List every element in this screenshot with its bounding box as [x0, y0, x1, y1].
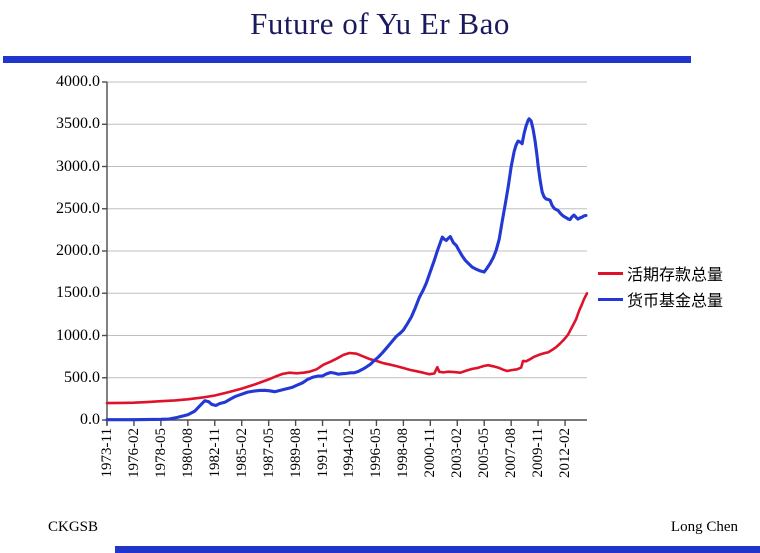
y-axis-label: 500.0 [64, 368, 100, 386]
x-axis-label: 2012-02 [557, 428, 574, 478]
footer-author: Long Chen [670, 519, 738, 535]
chart-legend: 活期存款总量 货币基金总量 [598, 260, 723, 312]
legend-label: 货币基金总量 [627, 293, 724, 310]
x-axis-label: 1987-05 [260, 428, 277, 478]
legend-line-icon [598, 297, 623, 301]
y-axis-label: 2000.0 [56, 242, 100, 259]
series-line-1 [105, 117, 588, 422]
x-axis-label: 1985-02 [233, 428, 250, 478]
x-axis-label: 1989-08 [287, 428, 304, 478]
x-axis-label: 2005-05 [476, 428, 493, 478]
title-rule [3, 56, 691, 63]
x-axis-label: 2007-08 [503, 428, 520, 478]
x-axis-label: 1998-08 [395, 428, 412, 478]
legend-label: 活期存款总量 [627, 267, 724, 284]
x-axis-label: 2009-11 [530, 428, 547, 478]
series-line-0 [105, 291, 589, 405]
x-axis-label: 1982-11 [206, 428, 223, 478]
y-axis-label: 4000.0 [56, 73, 100, 90]
x-axis-label: 2000-11 [422, 428, 439, 478]
x-axis-label: 1973-11 [99, 428, 115, 478]
x-axis-label: 1996-05 [368, 428, 385, 478]
footer-org: CKGSB [48, 519, 99, 535]
y-axis-label: 1000.0 [56, 326, 100, 344]
x-axis-label: 1991-11 [314, 428, 331, 478]
footer-rule [115, 546, 760, 553]
x-axis-label: 1980-08 [179, 428, 196, 478]
y-axis-label: 3000.0 [56, 157, 100, 175]
y-axis-label: 0.0 [80, 411, 100, 428]
x-axis-label: 1994-02 [341, 428, 358, 478]
legend-line-icon [598, 271, 623, 275]
x-axis-label: 2003-02 [449, 428, 466, 478]
x-axis-label: 1976-02 [125, 428, 142, 478]
x-axis-label: 1978-05 [152, 428, 169, 478]
legend-item: 货币基金总量 [598, 286, 723, 312]
page-title: Future of Yu Er Bao [250, 6, 510, 41]
y-axis-label: 2500.0 [56, 199, 100, 217]
y-axis-label: 3500.0 [56, 115, 100, 133]
y-axis-label: 1500.0 [56, 284, 100, 302]
legend-item: 活期存款总量 [598, 260, 723, 286]
